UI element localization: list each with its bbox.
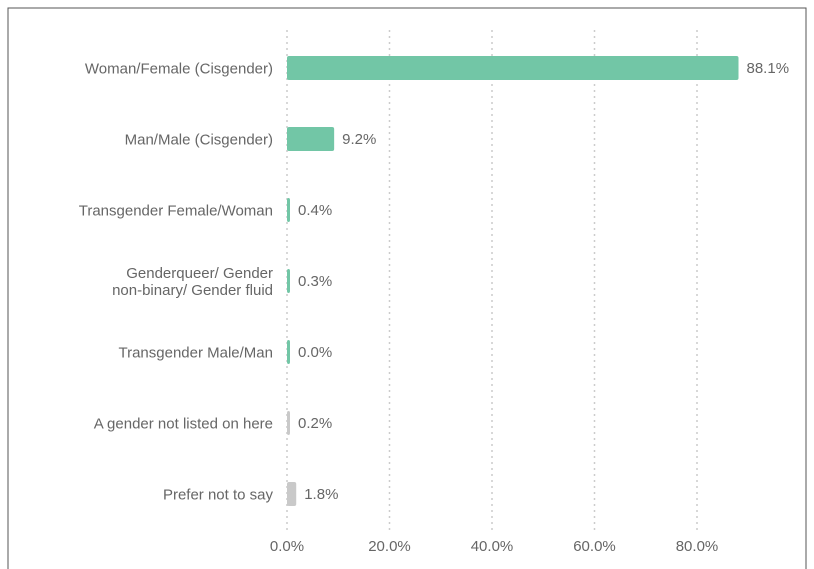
x-tick-label: 80.0% — [676, 538, 719, 555]
y-tick-label: A gender not listed on here — [93, 415, 273, 433]
bar — [287, 411, 290, 435]
value-label: 9.2% — [342, 131, 376, 148]
value-label: 88.1% — [747, 60, 790, 77]
bar — [287, 482, 297, 506]
y-tick-label: Man/Male (Cisgender) — [124, 131, 273, 149]
bar — [287, 127, 335, 151]
value-label: 0.3% — [298, 273, 332, 290]
y-tick-label: Genderqueer/ Gender non-binary/ Gender f… — [112, 265, 273, 299]
y-tick-label: Transgender Male/Man — [118, 344, 273, 362]
y-tick-label: Woman/Female (Cisgender) — [84, 60, 273, 78]
x-tick-label: 40.0% — [471, 538, 514, 555]
x-tick-label: 0.0% — [270, 538, 304, 555]
value-label: 0.4% — [298, 202, 332, 219]
frame — [7, 7, 807, 569]
value-label: 1.8% — [304, 486, 338, 503]
value-label: 0.2% — [298, 415, 332, 432]
bar — [287, 269, 290, 293]
bar — [287, 198, 290, 222]
y-tick-label: Prefer not to say — [162, 486, 273, 504]
bar — [287, 340, 290, 364]
y-tick-label: Transgender Female/Woman — [78, 202, 273, 220]
x-tick-label: 60.0% — [573, 538, 616, 555]
value-label: 0.0% — [298, 344, 332, 361]
bar — [287, 56, 739, 80]
x-tick-label: 20.0% — [368, 538, 411, 555]
